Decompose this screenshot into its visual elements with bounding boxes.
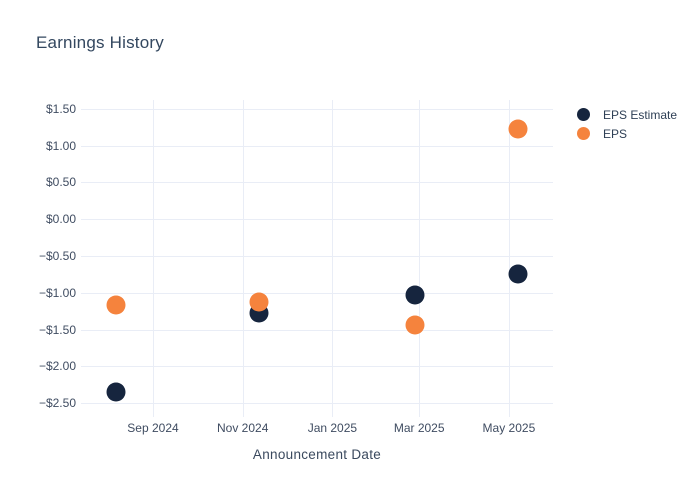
point-eps-estimate[interactable]: [405, 285, 425, 305]
legend-marker-icon: [577, 127, 590, 140]
x-tick-label: Jan 2025: [307, 421, 358, 435]
point-eps-estimate[interactable]: [106, 382, 126, 402]
gridline-x: [153, 100, 154, 417]
gridline-y: [81, 329, 553, 331]
x-tick-label: Sep 2024: [127, 421, 179, 435]
x-tick-label: Mar 2025: [393, 421, 445, 435]
y-tick-label: $1.00: [45, 138, 76, 153]
gridline-x: [242, 100, 244, 417]
y-tick-label: −$1.50: [38, 322, 76, 337]
y-tick-label: $0.50: [45, 175, 76, 190]
y-tick-label: $0.00: [45, 212, 76, 227]
gridline-x: [419, 100, 421, 417]
legend-item-eps[interactable]: EPS: [577, 124, 677, 143]
gridline-x: [332, 100, 334, 417]
chart-title: Earnings History: [36, 33, 164, 52]
point-eps-estimate[interactable]: [508, 264, 528, 284]
legend-item-eps-estimate[interactable]: EPS Estimate: [577, 105, 677, 124]
y-tick-label: −$2.00: [38, 359, 76, 374]
gridline-y: [81, 108, 553, 110]
x-axis-title: Announcement Date: [252, 447, 382, 462]
legend-label: EPS Estimate: [603, 107, 678, 122]
gridline-y: [81, 403, 553, 404]
legend-marker-icon: [577, 108, 590, 121]
legend-label: EPS: [603, 126, 628, 141]
point-eps[interactable]: [508, 119, 528, 139]
gridline-y: [81, 366, 553, 368]
legend: EPS Estimate EPS: [577, 105, 677, 143]
gridline-y: [81, 145, 553, 147]
point-eps[interactable]: [106, 295, 126, 314]
gridline-y: [81, 219, 553, 221]
gridline-x: [508, 100, 510, 417]
x-tick-label: May 2025: [482, 421, 536, 435]
y-tick-label: −$2.50: [38, 396, 76, 410]
point-eps[interactable]: [405, 315, 425, 335]
gridline-y: [81, 292, 553, 294]
y-tick-label: −$0.50: [38, 248, 76, 263]
y-tick-label: −$1.00: [38, 285, 76, 300]
y-tick-label: $1.50: [45, 101, 76, 116]
x-tick-label: Nov 2024: [217, 421, 269, 435]
gridline-y: [81, 182, 553, 184]
point-eps[interactable]: [249, 292, 269, 312]
gridline-y: [81, 255, 553, 257]
